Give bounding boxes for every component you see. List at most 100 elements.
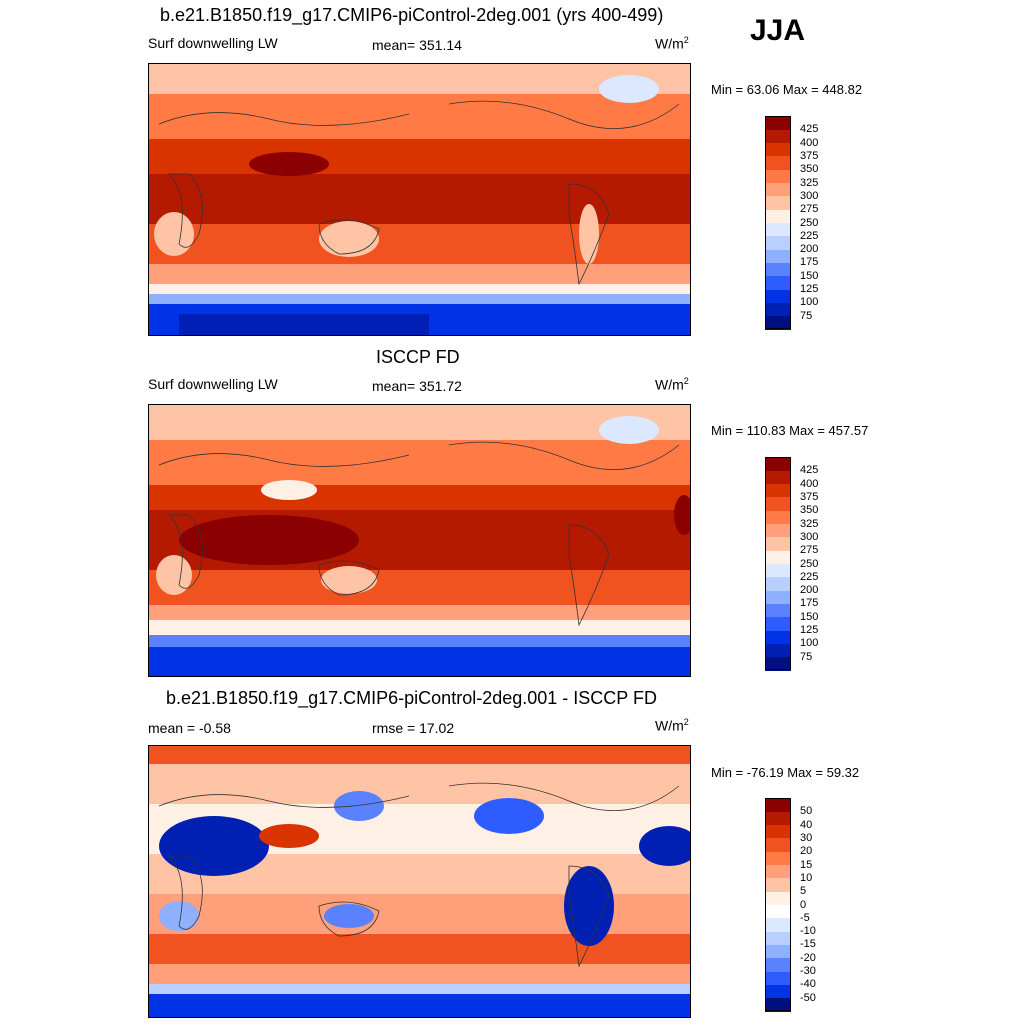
panel2-colorbar-swatch	[765, 590, 791, 604]
panel3-units: W/m2	[655, 717, 689, 734]
panel1-colorbar-swatch	[765, 155, 791, 170]
panel1-colorbar-tick-label: 225	[800, 229, 819, 242]
panel2-colorbar-box	[765, 457, 791, 670]
panel1-colorbar-swatch	[765, 249, 791, 263]
panel2-minmax: Min = 110.83 Max = 457.57	[711, 423, 869, 438]
panel2-colorbar-tick-label: 225	[800, 570, 819, 583]
panel1-colorbar-tick-label: 200	[800, 243, 819, 256]
panel3-colorbar-tick-label: -10	[800, 925, 816, 938]
panel1-colorbar-box	[765, 116, 791, 329]
panel2-colorbar-tick-label: 150	[800, 610, 819, 623]
panel2-colorbar-swatch	[765, 563, 791, 578]
panel1-colorbar-tick-label: 425	[800, 123, 819, 136]
panel1-colorbar-swatch	[765, 116, 791, 130]
panel3-colorbar-swatch	[765, 837, 791, 852]
panel2-map	[148, 404, 691, 677]
panel3-colorbar-tick-label: 5	[800, 885, 807, 898]
panel3-colorbar-swatch	[765, 944, 791, 959]
panel3-colorbar-swatch	[765, 891, 791, 905]
panel3-colorbar: 50 40 30 20 15 10 5 0 -5 -10 -15 -20 -30 -40 -50	[765, 798, 816, 1012]
panel1-colorbar-tick-label: 350	[800, 163, 819, 176]
panel2-colorbar-tick-label: 75	[800, 650, 813, 663]
panel3-colorbar-swatch	[765, 824, 791, 839]
panel1-colorbar-swatch	[765, 142, 791, 157]
panel3-colorbar-tick-label: 10	[800, 871, 813, 884]
panel3-colorbar-tick-label: -50	[800, 991, 816, 1004]
panel3-colorbar-tick-label: -5	[800, 911, 810, 924]
panel1-colorbar-tick-label: 150	[800, 269, 819, 282]
panel3-colorbar-box	[765, 798, 791, 1011]
panel3-colorbar-tick-label: 30	[800, 831, 813, 844]
panel3-colorbar-swatch	[765, 851, 791, 866]
panel2-colorbar-swatch	[765, 523, 791, 538]
panel3-colorbar-swatch	[765, 971, 791, 985]
panel2-variable-label: Surf downwelling LW	[148, 376, 278, 392]
panel2-colorbar-swatch	[765, 603, 791, 618]
panel2-colorbar: 425 400 375 350 325 300 275 250 225 200 175 150 125 1…	[765, 457, 818, 671]
panel1-colorbar-swatch	[765, 209, 791, 223]
panel1-colorbar-swatch	[765, 275, 791, 290]
panel2-title: ISCCP FD	[376, 347, 460, 367]
panel3-colorbar-tick-label: 50	[800, 805, 813, 818]
panel2-mean-label: mean= 351.72	[372, 378, 462, 394]
panel1-colorbar-swatch	[765, 315, 791, 330]
panel3-colorbar-swatch	[765, 811, 791, 826]
panel1-colorbar-tick-label: 325	[800, 176, 819, 189]
panel2-colorbar-swatch	[765, 616, 791, 631]
panel2-colorbar-tick-label: 300	[800, 530, 819, 543]
panel1-colorbar-swatch	[765, 262, 791, 277]
panel3-colorbar-tick-label: 20	[800, 845, 813, 858]
panel2-colorbar-tick-label: 125	[800, 624, 819, 637]
panel2-units: W/m2	[655, 376, 689, 393]
panel2-colorbar-swatch	[765, 483, 791, 498]
panel3-rmse-label: rmse = 17.02	[372, 720, 455, 736]
panel1-colorbar-swatch	[765, 195, 791, 210]
panel1-map	[148, 63, 691, 336]
panel3-colorbar-swatch	[765, 984, 791, 999]
panel2-colorbar-swatch	[765, 630, 791, 644]
panel3-colorbar-tick-label: -30	[800, 965, 816, 978]
panel1-colorbar-swatch	[765, 302, 791, 317]
panel1-title: b.e21.B1850.f19_g17.CMIP6-piControl-2deg…	[160, 5, 664, 25]
panel1-colorbar-tick-label: 375	[800, 149, 819, 162]
panel2-colorbar-tick-label: 400	[800, 477, 819, 490]
panel1-colorbar-tick-label: 100	[800, 296, 819, 309]
panel1-colorbar: 425 400 375 350 325 300 275 250 225 200 175 150 125 1…	[765, 116, 818, 330]
panel1-mean-label: mean= 351.14	[372, 37, 462, 53]
panel3-colorbar-swatch	[765, 997, 791, 1012]
panel1-variable-label: Surf downwelling LW	[148, 35, 278, 51]
panel1-minmax: Min = 63.06 Max = 448.82	[711, 82, 863, 97]
panel1-colorbar-swatch	[765, 169, 791, 184]
panel2-colorbar-tick-label: 375	[800, 490, 819, 503]
panel1-colorbar-swatch	[765, 235, 791, 250]
panel3-colorbar-tick-label: 15	[800, 858, 813, 871]
panel2-colorbar-tick-label: 275	[800, 544, 819, 557]
season-label: JJA	[750, 14, 806, 47]
panel2-colorbar-swatch	[765, 496, 791, 511]
panel2-colorbar-swatch	[765, 643, 791, 658]
panel3-colorbar-swatch	[765, 957, 791, 972]
panel3-colorbar-swatch	[765, 864, 791, 879]
panel3-colorbar-swatch	[765, 798, 791, 812]
panel1-colorbar-swatch	[765, 222, 791, 237]
panel2-colorbar-swatch	[765, 457, 791, 471]
panel2-colorbar-swatch	[765, 656, 791, 671]
panel2-colorbar-tick-label: 350	[800, 504, 819, 517]
panel3-title: b.e21.B1850.f19_g17.CMIP6-piControl-2deg…	[166, 688, 657, 708]
panel3-colorbar-swatch	[765, 931, 791, 945]
panel1-colorbar-tick-label: 300	[800, 189, 819, 202]
panel2-colorbar-swatch	[765, 510, 791, 525]
panel2-colorbar-tick-label: 175	[800, 597, 819, 610]
panel1-units: W/m2	[655, 35, 689, 52]
panel2-colorbar-tick-label: 425	[800, 464, 819, 477]
panel1-colorbar-tick-label: 175	[800, 256, 819, 269]
panel1-colorbar-tick-label: 125	[800, 283, 819, 296]
panel1-colorbar-tick-label: 400	[800, 136, 819, 149]
panel3-colorbar-swatch	[765, 877, 791, 892]
panel2-colorbar-swatch	[765, 576, 791, 591]
panel3-mean-label: mean = -0.58	[148, 720, 231, 736]
panel3-colorbar-tick-label: 40	[800, 818, 813, 831]
panel3-colorbar-tick-label: -40	[800, 978, 816, 991]
panel2-colorbar-tick-label: 200	[800, 584, 819, 597]
panel2-colorbar-swatch	[765, 470, 791, 485]
